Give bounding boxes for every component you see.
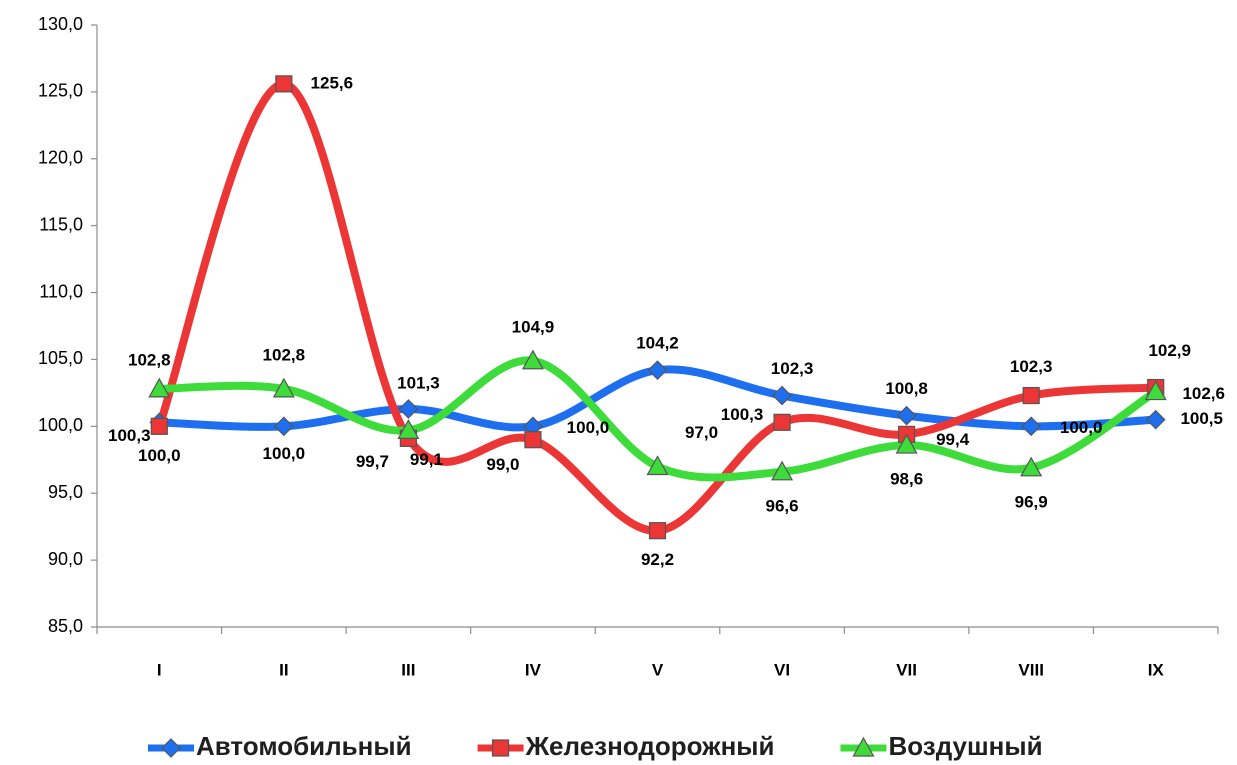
data-label: 101,3 — [397, 373, 440, 392]
marker — [896, 405, 917, 426]
x-tick-label: IV — [525, 660, 542, 679]
data-label: 100,0 — [263, 444, 306, 463]
y-tick-label: 115,0 — [39, 214, 83, 234]
data-label: 100,3 — [721, 405, 764, 424]
data-label: 104,9 — [512, 317, 555, 336]
data-label: 104,2 — [636, 334, 679, 353]
y-tick-label: 110,0 — [39, 281, 83, 301]
marker — [1145, 409, 1166, 430]
marker — [852, 736, 875, 757]
data-label: 100,0 — [138, 446, 181, 465]
x-tick-label: III — [401, 660, 415, 679]
marker — [275, 75, 293, 93]
marker — [398, 399, 419, 419]
data-label: 99,1 — [410, 450, 443, 469]
marker — [1144, 380, 1167, 401]
data-label: 99,7 — [356, 452, 389, 471]
data-label: 100,3 — [108, 426, 151, 445]
marker — [272, 377, 295, 398]
data-label: 102,3 — [1010, 357, 1053, 376]
data-label: 100,0 — [1060, 418, 1103, 437]
x-tick-label: VII — [896, 660, 917, 679]
marker — [397, 419, 420, 439]
data-label: 98,6 — [890, 470, 923, 489]
data-label: 100,8 — [885, 379, 928, 398]
marker — [773, 413, 791, 431]
y-tick-label: 125,0 — [38, 81, 83, 101]
marker — [771, 460, 794, 481]
x-tick-label: I — [157, 660, 162, 679]
data-label: 100,0 — [567, 418, 610, 437]
data-label: 96,9 — [1015, 492, 1048, 511]
marker — [1021, 416, 1042, 437]
y-tick-label: 105,0 — [38, 348, 83, 368]
marker — [1020, 456, 1043, 477]
data-label: 92,2 — [641, 550, 674, 569]
legend-label: Автомобильный — [196, 731, 412, 761]
data-label: 102,6 — [1182, 384, 1225, 403]
x-tick-label: II — [279, 660, 288, 679]
marker — [521, 349, 544, 370]
y-tick-label: 95,0 — [48, 482, 83, 502]
marker — [273, 416, 294, 437]
marker — [772, 385, 792, 406]
y-tick-label: 130,0 — [38, 14, 83, 34]
marker — [895, 433, 918, 454]
legend-label: Воздушный — [888, 731, 1042, 761]
legend-label: Железнодорожный — [525, 731, 775, 761]
data-label: 100,5 — [1180, 409, 1223, 428]
marker — [150, 417, 168, 435]
marker — [646, 455, 669, 476]
x-tick-label: VI — [774, 660, 790, 679]
y-tick-label: 120,0 — [38, 148, 83, 168]
data-label: 102,3 — [771, 359, 814, 378]
marker — [148, 377, 171, 398]
y-tick-label: 100,0 — [38, 415, 83, 435]
data-label: 99,0 — [486, 455, 519, 474]
data-label: 102,8 — [128, 350, 171, 369]
marker — [1022, 386, 1040, 405]
x-tick-label: VIII — [1018, 660, 1044, 679]
data-label: 102,8 — [263, 345, 306, 364]
x-tick-label: V — [652, 660, 664, 679]
y-tick-label: 90,0 — [48, 549, 83, 569]
marker — [524, 431, 542, 449]
data-label: 99,4 — [936, 430, 970, 449]
marker — [161, 738, 181, 758]
x-tick-label: IX — [1148, 660, 1165, 679]
data-label: 125,6 — [311, 73, 354, 92]
marker — [491, 739, 510, 757]
data-label: 102,9 — [1148, 341, 1191, 360]
data-label: 97,0 — [685, 423, 718, 442]
marker — [648, 522, 667, 540]
marker — [647, 360, 668, 380]
y-tick-label: 85,0 — [48, 616, 83, 636]
data-label: 96,6 — [766, 496, 799, 515]
